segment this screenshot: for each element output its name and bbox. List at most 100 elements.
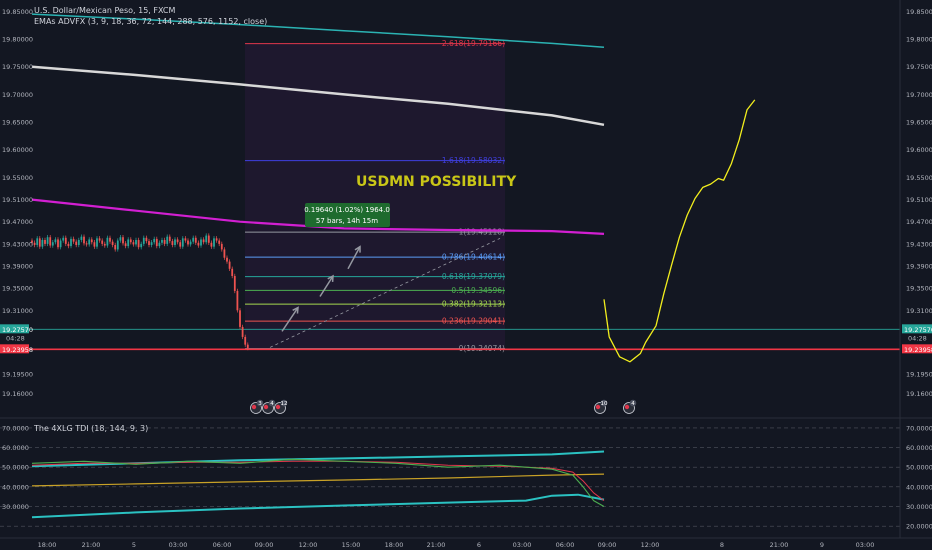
- left-price-tick: 19.31000: [2, 307, 33, 315]
- candle-body: [75, 241, 78, 245]
- left-osc-tick: 40.0000: [2, 483, 29, 491]
- candle-body: [122, 237, 124, 244]
- left-price-tick: 19.55000: [2, 174, 33, 182]
- right-current-price-tag: [902, 324, 932, 334]
- time-label: 03:00: [169, 541, 188, 549]
- fib-label: 0.618(19.37079): [442, 272, 505, 281]
- candle-body: [106, 237, 109, 246]
- time-label: 21:00: [82, 541, 101, 549]
- oscillator-title[interactable]: The 4XLG TDI (18, 144, 9, 3): [33, 424, 148, 433]
- indicator-title[interactable]: EMAs ADVFX (3, 9, 18, 36, 72, 144, 288, …: [34, 17, 267, 26]
- event-flag-dot: [275, 404, 281, 410]
- fib-label: 0.786(19.40614): [442, 253, 505, 262]
- right-price-tick: 19.35000: [906, 285, 932, 293]
- arrow-shaft: [281, 307, 299, 332]
- ema-magenta-line: [31, 198, 605, 235]
- event-flag-dot: [263, 404, 269, 410]
- left-price-tick: 19.85000: [2, 8, 33, 16]
- candle-body: [67, 243, 70, 247]
- event-count-badge: [256, 399, 264, 407]
- right-osc-tick: 40.0000: [906, 483, 932, 491]
- right-level-price-tag: [902, 344, 932, 354]
- candle-body: [166, 236, 169, 244]
- candle-body: [57, 239, 59, 248]
- right-current-price-label: 19.27570: [904, 326, 932, 334]
- measure-line1: 0.19640 (1.02%) 1964.0: [304, 206, 390, 214]
- annotation-text[interactable]: USDMN POSSIBILITY: [356, 174, 517, 190]
- candle-body: [207, 235, 210, 243]
- candle-body: [88, 239, 91, 245]
- time-axis[interactable]: 18:00 21:00 5 03:00 06:00 09:00 12:00 15:00 18:0…: [0, 537, 932, 549]
- right-price-tick: 19.85000: [906, 8, 932, 16]
- candle-body: [176, 239, 179, 243]
- time-label: 21:00: [770, 541, 789, 549]
- left-price-tick: 19.43000: [2, 240, 33, 248]
- candle-body: [213, 238, 215, 247]
- event-count-badge: [268, 399, 276, 407]
- right-price-tick: 19.19500: [906, 371, 932, 379]
- time-label: 5: [132, 541, 136, 549]
- right-countdown-label: 04:28: [908, 334, 927, 342]
- time-label: 12:00: [299, 541, 318, 549]
- left-price-tick: 19.47000: [2, 218, 33, 226]
- right-price-tick: 19.16000: [906, 390, 932, 398]
- time-label: 15:00: [342, 541, 361, 549]
- projection-path: [603, 99, 756, 363]
- event-count-badge: [600, 399, 608, 407]
- arrow-head: [327, 274, 334, 283]
- candle-body: [38, 238, 41, 247]
- right-price-tick: 19.51000: [906, 196, 932, 204]
- candle-body: [150, 242, 153, 245]
- arrow-shaft: [319, 275, 334, 297]
- candle-body: [127, 239, 130, 247]
- time-label: 09:00: [255, 541, 274, 549]
- left-price-tick: 19.65000: [2, 119, 33, 127]
- measure-tooltip: 0.19640 (1.02%) 1964.0 57 bars, 14h 15m: [304, 203, 390, 227]
- right-price-tick: 19.65000: [906, 119, 932, 127]
- left-price-tick: 19.75000: [2, 63, 33, 71]
- candlesticks: [31, 233, 249, 351]
- candle-body: [171, 241, 174, 245]
- candle-body: [70, 238, 72, 247]
- fibonacci-extension-tool[interactable]: 2.618(19.79166) 1.618(19.58032) 1(19.45118…: [245, 39, 505, 353]
- candle-body: [124, 243, 127, 247]
- symbol-title[interactable]: U.S. Dollar/Mexican Peso, 15, FXCM: [34, 6, 175, 15]
- candle-body: [236, 290, 239, 311]
- candle-body: [218, 240, 221, 244]
- candle-body: [93, 242, 96, 247]
- candle-body: [31, 240, 33, 243]
- candle-body: [77, 240, 80, 245]
- right-price-tick: 19.47000: [906, 218, 932, 226]
- fib-label: 0.382(19.32113): [442, 300, 505, 309]
- tdi-lower-band: [31, 493, 605, 519]
- ema-teal-line: [31, 13, 605, 49]
- candle-body: [129, 239, 132, 243]
- projection-drawing[interactable]: [269, 99, 756, 363]
- trend-dashed-line: [269, 237, 501, 348]
- candle-body: [59, 240, 62, 248]
- candle-body: [103, 243, 106, 246]
- candle-body: [197, 242, 200, 246]
- left-price-tick: 19.70000: [2, 91, 33, 99]
- candle-body: [231, 268, 234, 276]
- arrow-head: [292, 306, 299, 314]
- candle-body: [189, 241, 192, 245]
- candle-body: [202, 239, 205, 243]
- economic-events[interactable]: 3 4 12 10 4: [250, 399, 637, 414]
- arrow-shaft: [347, 246, 361, 270]
- candle-body: [51, 242, 54, 246]
- event-count: 10: [601, 401, 608, 407]
- right-price-axis[interactable]: 19.85000 19.80000 19.75000 19.70000 19.65000…: [899, 0, 932, 538]
- left-price-axis[interactable]: 19.85000 19.80000 19.75000 19.70000 19.65000…: [0, 8, 33, 511]
- candle-body: [64, 237, 67, 244]
- time-label: 18:00: [38, 541, 57, 549]
- candle-body: [54, 239, 57, 243]
- candle-body: [135, 240, 137, 245]
- candle-body: [246, 344, 249, 348]
- fib-label: 2.618(19.79166): [442, 39, 505, 48]
- arrow-head: [354, 245, 361, 253]
- price-level-lines[interactable]: [0, 328, 900, 351]
- left-osc-tick: 70.0000: [2, 424, 29, 432]
